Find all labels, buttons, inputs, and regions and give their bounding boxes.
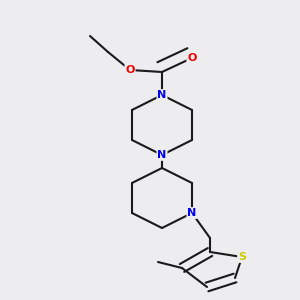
Text: O: O — [187, 53, 197, 63]
Text: O: O — [125, 65, 135, 75]
Text: S: S — [238, 252, 246, 262]
Text: N: N — [158, 90, 166, 100]
Text: N: N — [158, 150, 166, 160]
Text: N: N — [188, 208, 196, 218]
